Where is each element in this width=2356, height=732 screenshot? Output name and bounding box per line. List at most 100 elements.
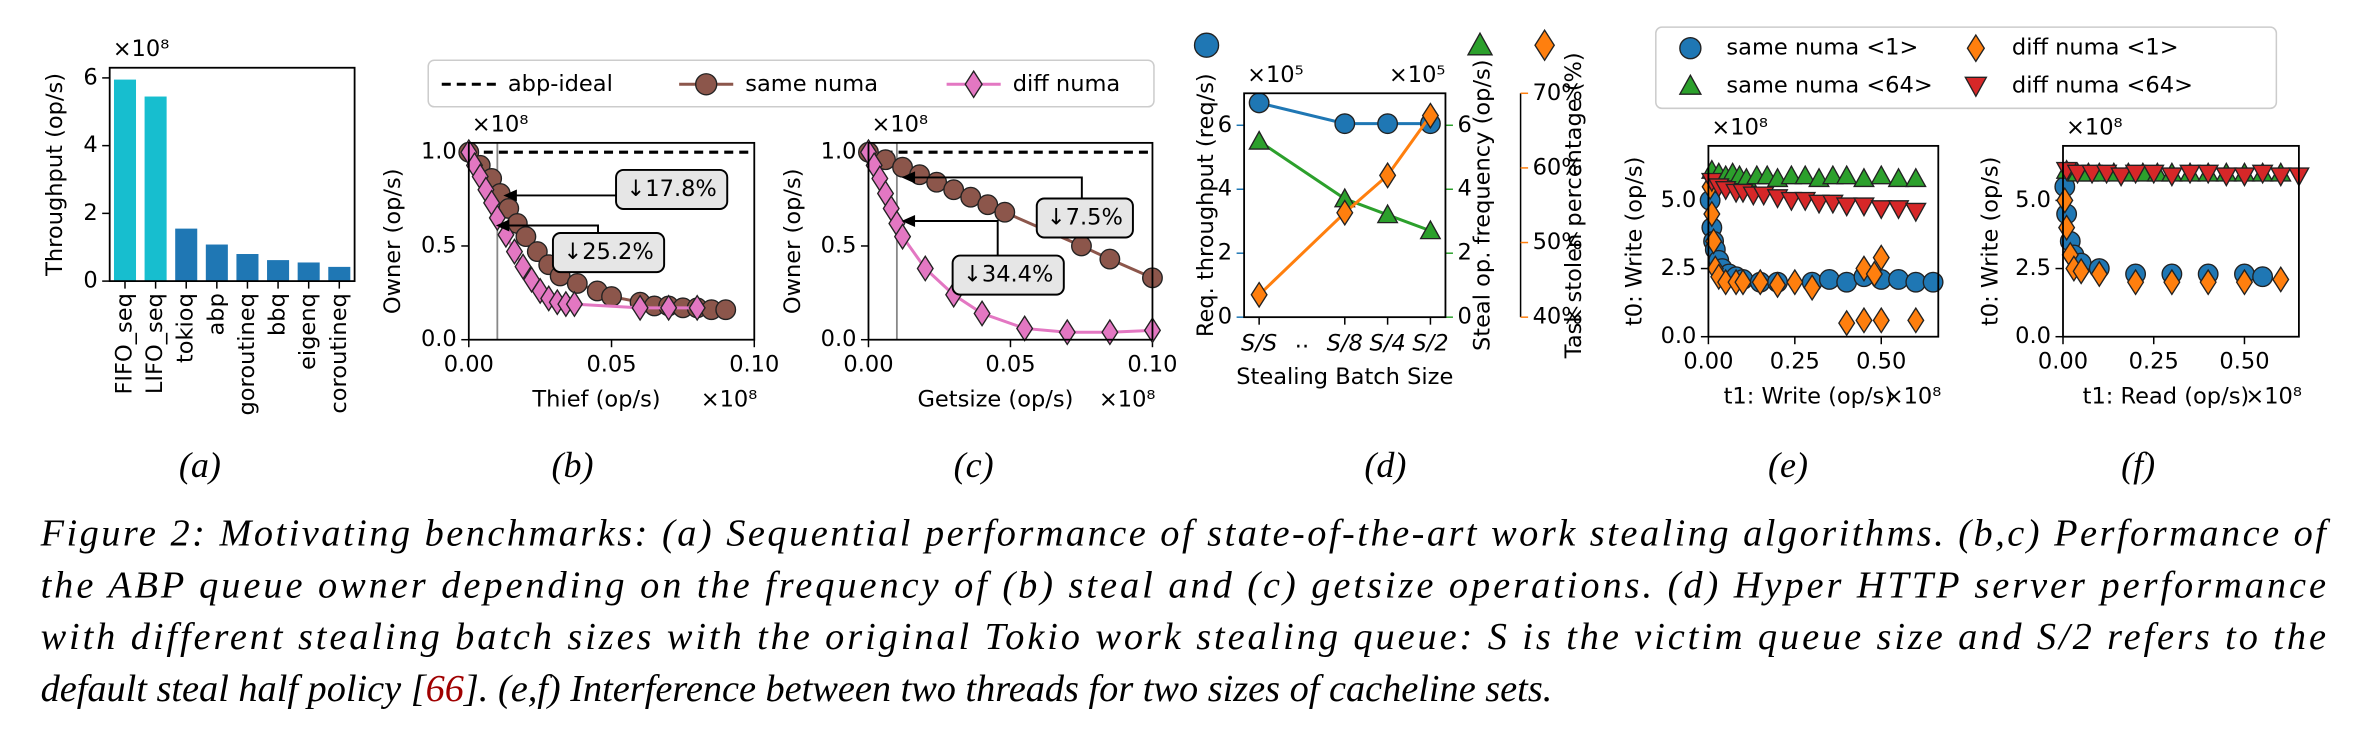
marker [2124,164,2147,185]
marker [1865,260,1883,288]
marker [2056,186,2074,214]
panel-label: (b) [551,445,593,485]
y-tick-label: 6 [83,64,97,90]
annotation-arrowhead [495,219,510,232]
marker [688,294,706,322]
caption-text: Figure 2: Motivating benchmarks: (a) Seq… [40,512,2332,554]
marker [1922,271,1944,293]
marker [1734,268,1752,296]
x-tick-label: S/8 [1327,331,1363,357]
caption-line: the ABP queue owner depending on the fre… [41,564,2326,606]
x-axis-label: Stealing Batch Size [1236,364,1453,390]
y-tick-label: 4 [83,132,97,158]
caption-text: default steal half policy [ [41,668,428,710]
x-tick-label: bbq [265,293,291,336]
marker [2199,268,2217,296]
marker [1421,102,1440,130]
y-tick-label: 1.0 [421,139,457,165]
legend-label: diff numa [1013,71,1121,97]
marker [2066,164,2089,185]
annotation-arrow [913,176,1083,199]
marker [1803,274,1821,302]
y-scale-label: ×10⁸ [871,111,928,137]
x-tick-label: S/4 [1370,331,1406,357]
plot-frame [2062,144,2300,338]
x-tick-label: FIFO_seq [111,293,137,394]
annotation-arrowhead [503,189,517,202]
marker [1248,92,1270,114]
marker [660,294,678,322]
legend-label: abp-ideal [508,71,613,97]
x-tick-label: S/2 [1412,331,1448,357]
y-tick-label: 40% [1533,304,1583,330]
marker [1872,306,1890,334]
annotation-arrow [913,220,999,256]
bar [328,266,351,282]
marker [1836,271,1858,293]
y-tick-label: 0 [1457,304,1471,330]
panel-label: (f) [2121,445,2155,485]
bar [175,228,198,282]
annotation-box [615,168,729,210]
caption-line: with different stealing batch sizes with… [41,616,2326,658]
annotation-arrow [507,224,599,234]
marker [1870,164,1893,185]
marker [631,294,649,322]
y-tick-label: 5.0 [2015,187,2051,213]
annotation: ↓7.5% [1047,204,1123,230]
marker [1768,271,1787,299]
marker [2272,265,2290,293]
marker [1780,191,1803,212]
marker [1818,269,1840,290]
marker [916,255,934,282]
marker [1378,161,1397,189]
marker [1855,306,1873,334]
marker [1058,318,1076,346]
marker [1887,200,1910,220]
marker [565,290,584,318]
y-tick-label: 2.5 [1661,255,1697,281]
x-axis-label: Thief (op/s) [531,386,660,412]
marker [1376,203,1399,224]
legend-marker [1966,33,1986,63]
marker [1838,309,1856,337]
y-tick-label: 1.0 [821,139,857,165]
y-tick-label: 6 [1457,112,1471,138]
marker [2090,260,2108,288]
marker [2126,268,2145,296]
y-tick-label: 0.0 [421,326,457,352]
annotation: ↓17.8% [626,176,716,202]
y-tick-label: 0 [1218,304,1232,330]
x-axis-label: Getsize (op/s) [917,386,1073,412]
y-tick-label: 2.5 [2015,255,2051,281]
y-tick-label: 0.5 [421,232,457,258]
caption-text: ]. (e,f) Interference between two thread… [463,668,1552,710]
x-tick-label: 0.00 [1683,349,1733,375]
marker [1101,318,1119,346]
marker [1336,199,1354,227]
x-tick-label: goroutineq [234,293,260,415]
marker [1904,202,1927,223]
marker [2142,164,2165,185]
marker [2081,164,2103,185]
annotation-box [1035,197,1134,239]
y-tick-label: 0.0 [821,326,857,352]
marker [1016,314,1034,342]
panel-label: (e) [1768,445,1808,485]
plot-frame [1707,144,1940,338]
y-axis-label: t0: Write (op/s) [1621,157,1647,326]
y-scale-label: ×10⁸ [113,36,170,62]
marker [1703,200,1721,228]
caption-text: the ABP queue owner depending on the fre… [41,564,2326,606]
x-tick-label: 0.25 [1770,349,1820,375]
marker [1071,235,1092,257]
line [1258,114,1432,296]
x-tick-label: eigenq [295,293,321,370]
y-scale-label: ×10⁸ [2066,114,2123,140]
y-axis-label: t0: Write (op/s) [1977,157,2003,326]
x-tick-label: abp [203,293,229,335]
panel-label: (a) [179,445,221,485]
legend-box [1655,26,2278,110]
x-tick-label: 0.00 [444,352,494,378]
y-tick-label: 50% [1533,229,1583,255]
